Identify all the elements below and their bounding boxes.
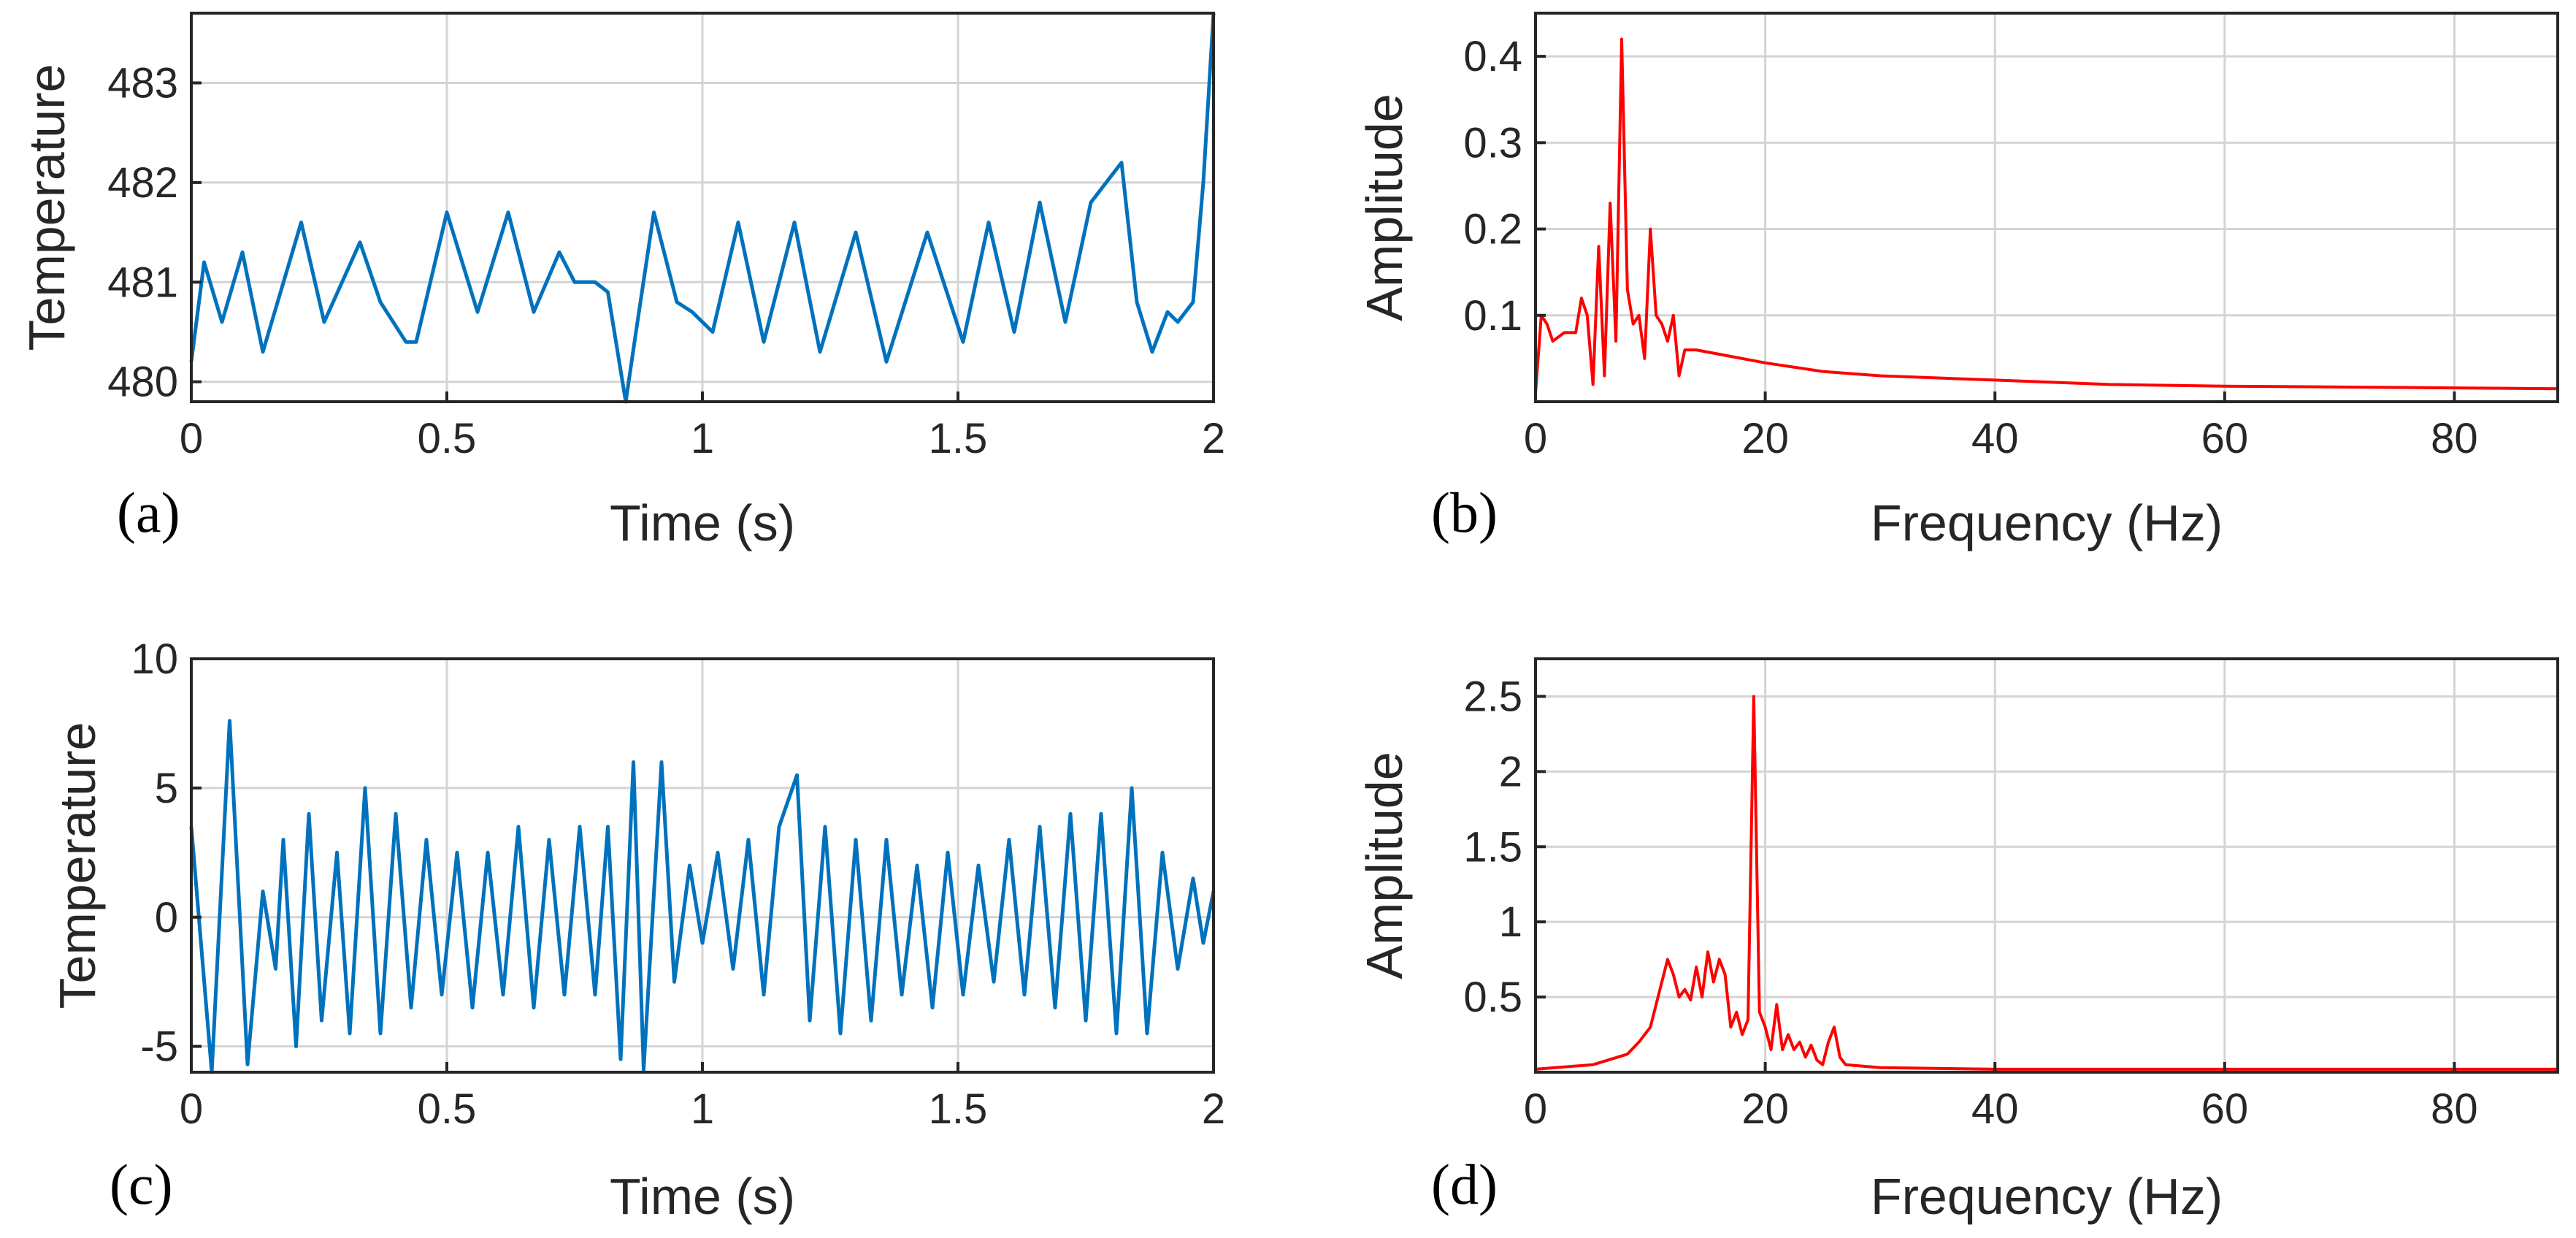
panel-c-xlabel: Time (s) <box>610 1168 795 1225</box>
panel-d-gridlines <box>1536 659 2558 1072</box>
panel-d-xtick-label-1: 20 <box>1741 1085 1789 1133</box>
panel-c-ytick-label-0: -5 <box>140 1023 178 1071</box>
panel-c-xtick-label-1: 0.5 <box>418 1085 477 1133</box>
panel-c-ytick-label-3: 10 <box>131 635 178 683</box>
panel-b-axes-frame <box>1534 12 2559 403</box>
panel-b-series-line <box>1534 37 2558 394</box>
panel-d-ylabel: Amplitude <box>1356 752 1413 979</box>
panel-c-xtick-label-2: 1 <box>691 1085 714 1133</box>
panel-b: 0 20 40 60 80 0.1 0.2 0.3 0.4 Frequency (Hz) Am… <box>1356 12 2559 551</box>
panel-a-gridlines <box>191 13 1214 402</box>
panel-b-ytick-label-1: 0.2 <box>1463 206 1522 253</box>
panel-b-ylabel: Amplitude <box>1356 93 1413 321</box>
panel-c-series-line <box>189 719 1216 1074</box>
panel-a-xtick-label-1: 0.5 <box>418 415 477 462</box>
panel-b-xlabel: Frequency (Hz) <box>1871 494 2223 551</box>
panel-c-label: (c) <box>110 1153 173 1216</box>
panel-c-ytick-label-1: 0 <box>155 894 178 941</box>
panel-b-xticks: 0 20 40 60 80 <box>1524 391 2478 462</box>
panel-d-ytick-label-3: 2 <box>1499 748 1522 795</box>
panel-b-ytick-label-3: 0.4 <box>1463 33 1522 80</box>
panel-c-gridlines <box>191 659 1214 1072</box>
panel-a-ytick-label-2: 482 <box>107 159 178 207</box>
panel-c-xticks: 0 0.5 1 1.5 2 <box>180 1062 1225 1133</box>
panel-d-xtick-label-4: 80 <box>2431 1085 2478 1133</box>
panel-c-xtick-label-0: 0 <box>180 1085 203 1133</box>
panel-a-xticks: 0 0.5 1 1.5 2 <box>180 391 1225 462</box>
panel-c-xtick-label-4: 2 <box>1202 1085 1225 1133</box>
panel-a-xlabel: Time (s) <box>610 494 795 551</box>
panel-c-ylabel: Temperature <box>49 722 106 1009</box>
panel-d-axes-frame <box>1534 657 2559 1074</box>
panel-a-yticks: 480 481 482 483 <box>107 59 202 406</box>
panel-a-label: (a) <box>117 481 180 544</box>
panel-d-series-line <box>1535 695 2558 1071</box>
panel-d-label: (d) <box>1431 1153 1498 1216</box>
panel-b-gridlines <box>1536 13 2558 402</box>
panel-b-xtick-label-2: 40 <box>1971 415 2019 462</box>
panel-a-ytick-label-0: 480 <box>107 359 178 406</box>
panel-d-xticks: 0 20 40 60 80 <box>1524 1062 2478 1133</box>
panel-b-yticks: 0.1 0.2 0.3 0.4 <box>1463 33 1546 340</box>
panel-d: 0 20 40 60 80 0.5 1 1.5 2 2.5 Frequency (Hz) Amp… <box>1356 657 2559 1225</box>
panel-a-ytick-label-3: 483 <box>107 59 178 107</box>
panel-d-ytick-label-0: 0.5 <box>1463 974 1522 1021</box>
panel-a-series-line <box>189 12 1216 404</box>
panel-d-ytick-label-1: 1 <box>1499 898 1522 946</box>
panel-d-ytick-label-4: 2.5 <box>1463 673 1522 720</box>
panel-a: 0 0.5 1 1.5 2 480 481 482 483 Time (s) Temperat… <box>18 12 1225 551</box>
panel-b-ytick-label-2: 0.3 <box>1463 119 1522 167</box>
panel-a-ytick-label-1: 481 <box>107 259 178 306</box>
panel-d-xtick-label-2: 40 <box>1971 1085 2019 1133</box>
panel-a-ylabel: Temperature <box>18 64 75 351</box>
panel-d-xlabel: Frequency (Hz) <box>1871 1168 2223 1225</box>
panel-a-xtick-label-2: 1 <box>691 415 714 462</box>
panel-d-xtick-label-0: 0 <box>1524 1085 1547 1133</box>
panel-b-ytick-label-0: 0.1 <box>1463 292 1522 340</box>
panel-c-xtick-label-3: 1.5 <box>929 1085 988 1133</box>
panel-a-xtick-label-4: 2 <box>1202 415 1225 462</box>
panel-b-label: (b) <box>1431 481 1498 544</box>
panel-d-yticks: 0.5 1 1.5 2 2.5 <box>1463 673 1546 1021</box>
panel-d-xtick-label-3: 60 <box>2201 1085 2249 1133</box>
panel-c-yticks: -5 0 5 10 <box>131 635 202 1071</box>
panel-d-ytick-label-2: 1.5 <box>1463 823 1522 871</box>
panel-c-ytick-label-2: 5 <box>155 765 178 812</box>
panel-b-xtick-label-1: 20 <box>1741 415 1789 462</box>
panel-a-xtick-label-3: 1.5 <box>929 415 988 462</box>
panel-b-xtick-label-4: 80 <box>2431 415 2478 462</box>
panel-b-xtick-label-0: 0 <box>1524 415 1547 462</box>
panel-b-xtick-label-3: 60 <box>2201 415 2249 462</box>
panel-a-xtick-label-0: 0 <box>180 415 203 462</box>
